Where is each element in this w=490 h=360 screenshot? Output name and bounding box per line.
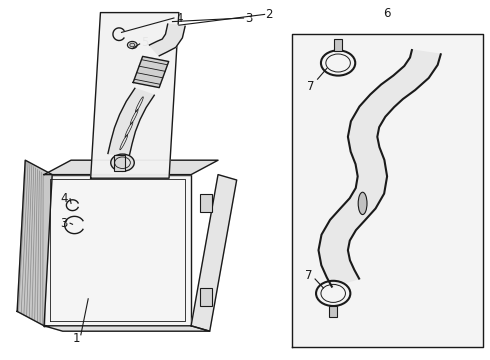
Polygon shape	[17, 160, 52, 326]
Bar	[200, 194, 212, 212]
Polygon shape	[149, 24, 185, 56]
Text: 4: 4	[175, 12, 183, 24]
Text: 2: 2	[265, 8, 272, 21]
Text: 7: 7	[307, 80, 315, 93]
Polygon shape	[44, 175, 191, 326]
Text: 6: 6	[383, 7, 391, 20]
Text: 3: 3	[245, 12, 252, 24]
Bar	[114, 155, 125, 171]
Bar	[334, 39, 342, 51]
Ellipse shape	[358, 192, 367, 215]
Polygon shape	[108, 88, 154, 156]
Polygon shape	[44, 326, 210, 331]
Text: 4: 4	[60, 192, 68, 204]
Polygon shape	[44, 160, 218, 175]
Text: 7: 7	[305, 269, 313, 282]
Polygon shape	[191, 175, 237, 331]
Circle shape	[127, 41, 137, 49]
Text: 1: 1	[72, 332, 80, 345]
Text: 5: 5	[141, 36, 148, 49]
Polygon shape	[318, 50, 441, 287]
Polygon shape	[292, 34, 483, 347]
Bar	[329, 306, 337, 317]
Bar	[200, 288, 212, 306]
Ellipse shape	[111, 154, 134, 171]
Polygon shape	[91, 13, 179, 178]
Text: 3: 3	[60, 217, 68, 230]
Polygon shape	[133, 57, 169, 87]
